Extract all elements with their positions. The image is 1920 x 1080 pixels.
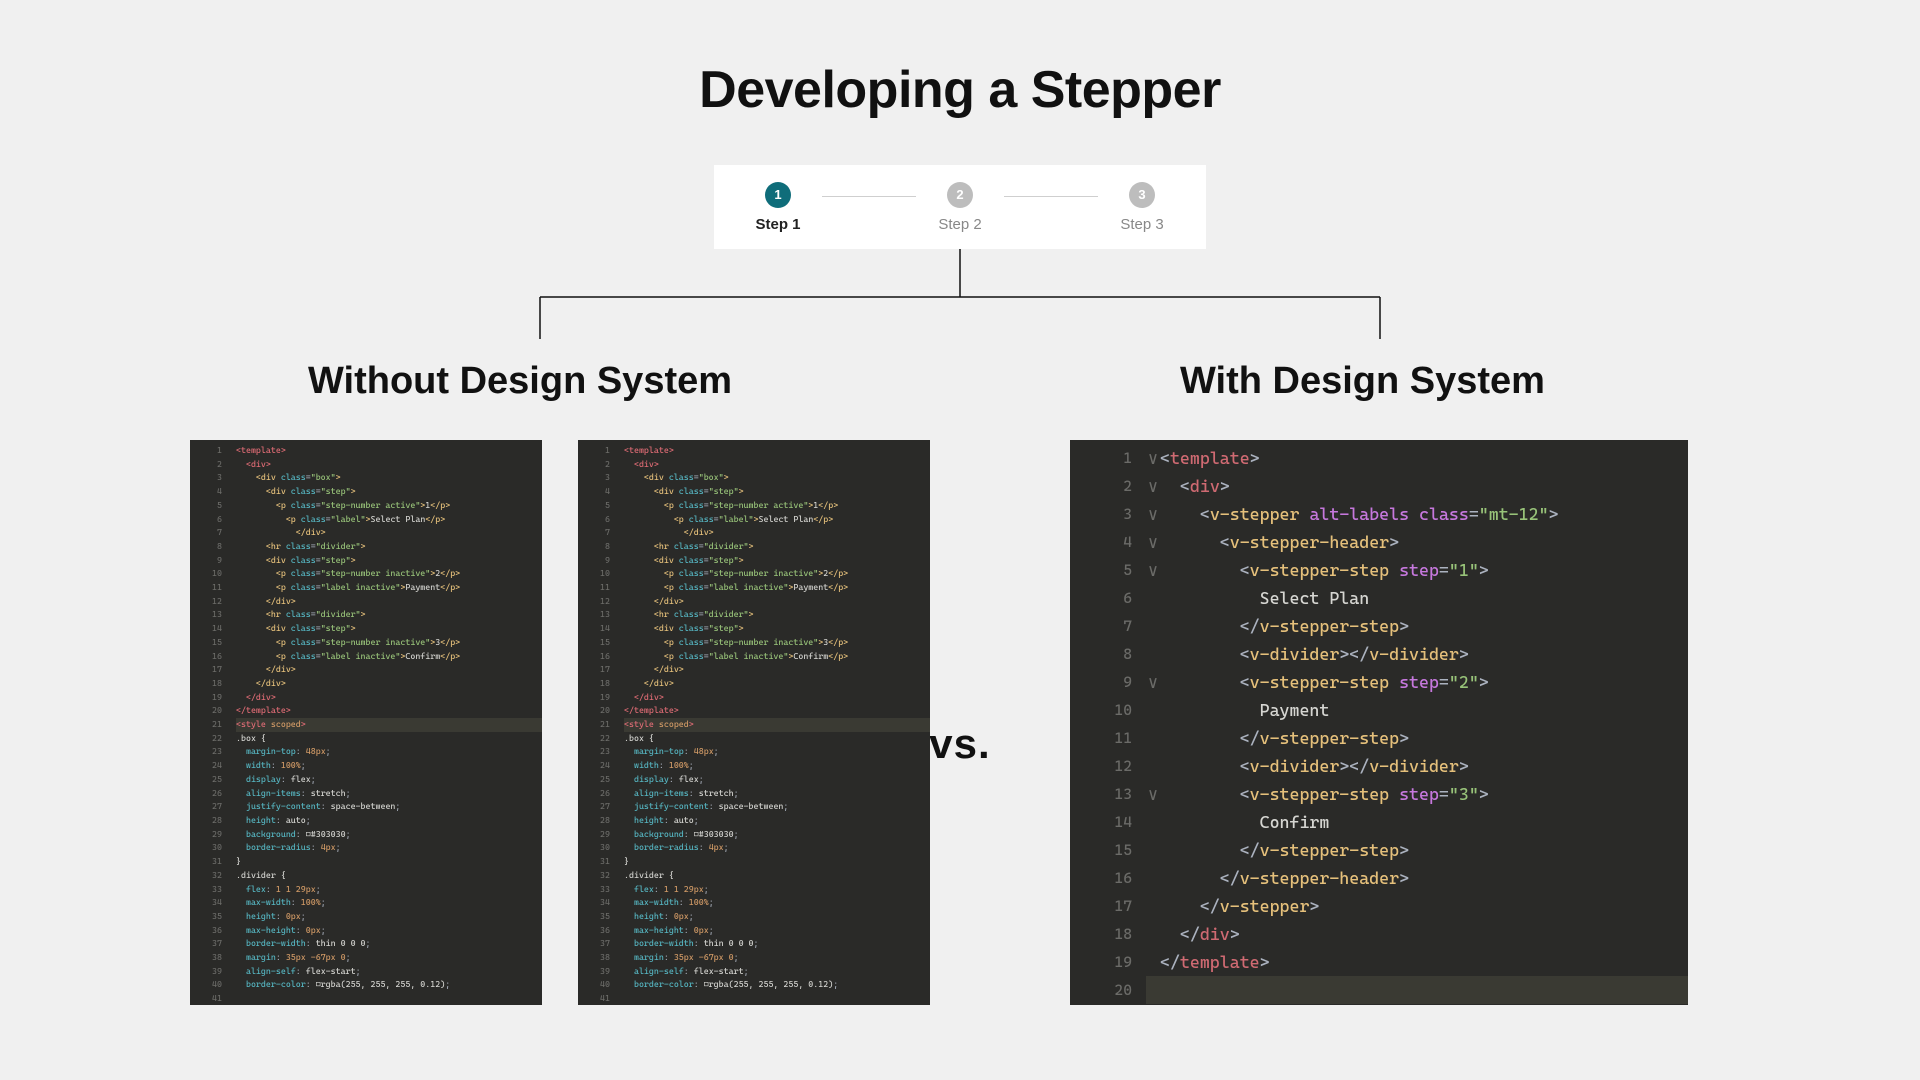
- code-body: ∨<template>∨ <div>∨ <v-stepper alt-label…: [1138, 440, 1688, 1005]
- step-circle: 3: [1129, 182, 1155, 208]
- step-label: Step 2: [938, 216, 981, 233]
- step-circle: 1: [765, 182, 791, 208]
- code-panel-with-design-system: 1234567891011121314151617181920 ∨<templa…: [1070, 440, 1688, 1005]
- code-body: <template> <div> <div class="box"> <div …: [228, 440, 542, 1005]
- page-title: Developing a Stepper: [0, 60, 1920, 120]
- vs-label: vs.: [929, 720, 990, 768]
- slide: Developing a Stepper 1 Step 1 2 Step 2 3 Step…: [0, 0, 1920, 1080]
- line-gutter: 1234567891011121314151617181920212223242…: [190, 440, 228, 1005]
- step-connector: [1004, 196, 1098, 197]
- code-panel-without-a: 1234567891011121314151617181920212223242…: [190, 440, 542, 1005]
- heading-with-design-system: With Design System: [1180, 360, 1545, 403]
- line-gutter: 1234567891011121314151617181920: [1070, 440, 1138, 1005]
- step-label: Step 3: [1120, 216, 1163, 233]
- code-panel-without-b: 1234567891011121314151617181920212223242…: [578, 440, 930, 1005]
- code-body: <template> <div> <div class="box"> <div …: [616, 440, 930, 1005]
- stepper-step[interactable]: 2 Step 2: [920, 182, 1000, 233]
- step-circle: 2: [947, 182, 973, 208]
- heading-without-design-system: Without Design System: [308, 360, 732, 403]
- step-connector: [822, 196, 916, 197]
- stepper-step[interactable]: 1 Step 1: [738, 182, 818, 233]
- step-label: Step 1: [755, 216, 800, 233]
- line-gutter: 1234567891011121314151617181920212223242…: [578, 440, 616, 1005]
- stepper-step[interactable]: 3 Step 3: [1102, 182, 1182, 233]
- branch-lines: [0, 249, 1920, 369]
- stepper-component: 1 Step 1 2 Step 2 3 Step 3: [714, 165, 1206, 249]
